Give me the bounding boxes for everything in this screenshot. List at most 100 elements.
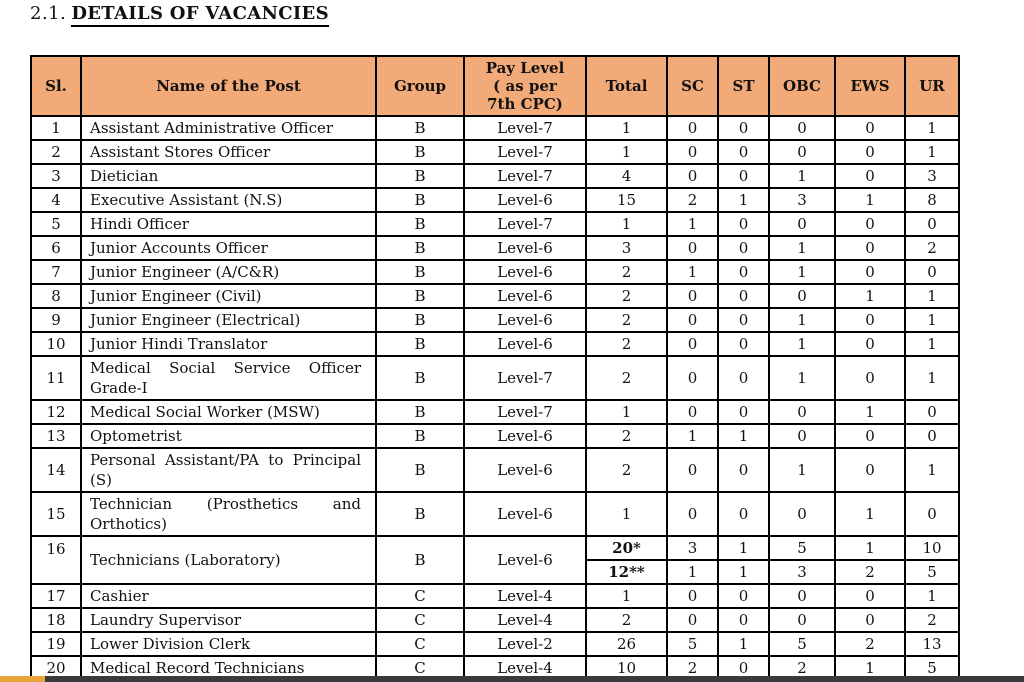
cell-pay-level: Level-7: [463, 163, 587, 189]
cell-post-name: Assistant Administrative Officer: [80, 115, 377, 141]
cell-total: 1: [585, 211, 668, 237]
cell-total: 20*: [585, 535, 668, 561]
cell-post-name: Technician (Prosthetics and Orthotics): [80, 491, 377, 537]
cell-serial: 10: [30, 331, 82, 357]
table-row: 14 Personal Assistant/PA to Principal (S)…: [30, 447, 960, 493]
cell-total: 1: [585, 115, 668, 141]
cell-obc: 0: [768, 423, 836, 449]
cell-serial: 13: [30, 423, 82, 449]
cell-sc: 0: [666, 399, 719, 425]
cell-post-name: Cashier: [80, 583, 377, 609]
cell-post-name: Dietician: [80, 163, 377, 189]
cell-serial: 3: [30, 163, 82, 189]
cell-sc: 0: [666, 607, 719, 633]
cell-obc: 1: [768, 447, 836, 493]
cell-ur: 1: [904, 283, 960, 309]
table-row: 9 Junior Engineer (Electrical) B Level-6 2 0 0…: [30, 307, 960, 333]
cell-ews: 0: [834, 235, 906, 261]
cell-ur: 0: [904, 399, 960, 425]
cell-ews: 0: [834, 331, 906, 357]
cell-st: 0: [717, 355, 770, 401]
bottom-progress-track[interactable]: [0, 676, 1024, 682]
cell-post-name: Technicians (Laboratory): [80, 535, 377, 585]
cell-serial: 18: [30, 607, 82, 633]
cell-st: 1: [717, 535, 770, 561]
cell-total: 15: [585, 187, 668, 213]
cell-group: B: [375, 235, 465, 261]
cell-serial: 1: [30, 115, 82, 141]
cell-st: 0: [717, 583, 770, 609]
cell-ur: 1: [904, 139, 960, 165]
cell-serial: 11: [30, 355, 82, 401]
cell-ews: 1: [834, 283, 906, 309]
col-header-ews: EWS: [834, 55, 906, 117]
cell-ur: 0: [904, 259, 960, 285]
cell-obc: 0: [768, 139, 836, 165]
cell-post-name: Junior Hindi Translator: [80, 331, 377, 357]
cell-ews: 1: [834, 535, 906, 561]
cell-pay-level: Level-6: [463, 307, 587, 333]
cell-pay-level: Level-6: [463, 331, 587, 357]
cell-serial: 9: [30, 307, 82, 333]
table-row: 8 Junior Engineer (Civil) B Level-6 2 0 0 0 1 1: [30, 283, 960, 309]
cell-serial: 6: [30, 235, 82, 261]
cell-group: B: [375, 139, 465, 165]
cell-st: 0: [717, 211, 770, 237]
cell-obc: 0: [768, 115, 836, 141]
cell-pay-level: Level-7: [463, 115, 587, 141]
cell-group: B: [375, 423, 465, 449]
cell-post-name: Lower Division Clerk: [80, 631, 377, 657]
cell-ur: 1: [904, 331, 960, 357]
bottom-progress-fill[interactable]: [0, 676, 46, 682]
cell-sc: 3: [666, 535, 719, 561]
cell-st: 0: [717, 491, 770, 537]
cell-pay-level: Level-7: [463, 211, 587, 237]
cell-ews: 1: [834, 187, 906, 213]
table-row: 15 Technician (Prosthetics and Orthotics)…: [30, 491, 960, 537]
cell-ews: 2: [834, 559, 906, 585]
cell-post-name: Optometrist: [80, 423, 377, 449]
cell-total: 26: [585, 631, 668, 657]
section-number: 2.1.: [30, 3, 67, 24]
cell-sc: 0: [666, 283, 719, 309]
cell-group: C: [375, 607, 465, 633]
cell-obc: 0: [768, 491, 836, 537]
col-header-group: Group: [375, 55, 465, 117]
page-title: DETAILS OF VACANCIES: [71, 3, 329, 27]
col-header-ur: UR: [904, 55, 960, 117]
cell-obc: 0: [768, 283, 836, 309]
cell-ews: 0: [834, 163, 906, 189]
cell-ur: 1: [904, 583, 960, 609]
table-row: 6 Junior Accounts Officer B Level-6 3 0 0 1 0 2: [30, 235, 960, 261]
cell-ur: 0: [904, 423, 960, 449]
cell-sc: 1: [666, 211, 719, 237]
cell-total: 2: [585, 423, 668, 449]
cell-ews: 0: [834, 423, 906, 449]
cell-ur: 2: [904, 235, 960, 261]
cell-obc: 0: [768, 211, 836, 237]
cell-pay-level: Level-4: [463, 583, 587, 609]
table-row: 1 Assistant Administrative Officer B Level-…: [30, 115, 960, 141]
cell-pay-level: Level-6: [463, 535, 587, 585]
cell-serial: 14: [30, 447, 82, 493]
cell-total: 2: [585, 607, 668, 633]
table-row: 16 Technicians (Laboratory) B Level-6 20* 3 1 5…: [30, 535, 960, 585]
cell-group: B: [375, 331, 465, 357]
cell-pay-level: Level-6: [463, 423, 587, 449]
cell-total: 12**: [585, 559, 668, 585]
cell-total: 2: [585, 331, 668, 357]
cell-st: 0: [717, 607, 770, 633]
col-header-post-name: Name of the Post: [80, 55, 377, 117]
cell-sc: 2: [666, 187, 719, 213]
cell-sc: 0: [666, 331, 719, 357]
cell-serial: 4: [30, 187, 82, 213]
col-header-total: Total: [585, 55, 668, 117]
cell-pay-level: Level-2: [463, 631, 587, 657]
cell-sc: 0: [666, 163, 719, 189]
cell-group: B: [375, 399, 465, 425]
cell-ur: 1: [904, 355, 960, 401]
cell-sc: 0: [666, 307, 719, 333]
cell-ur: 13: [904, 631, 960, 657]
cell-obc: 1: [768, 355, 836, 401]
cell-obc: 5: [768, 631, 836, 657]
